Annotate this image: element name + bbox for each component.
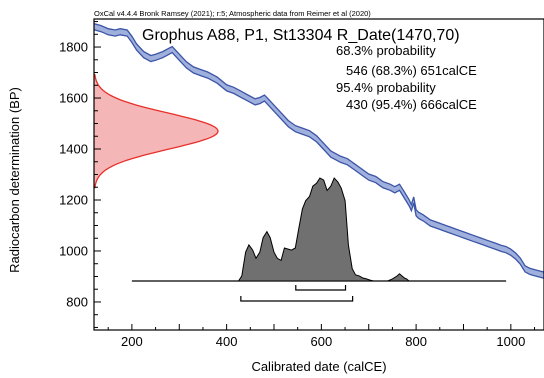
y-tick-label: 1400 (59, 142, 88, 157)
calibrated-distribution (131, 177, 507, 282)
calibration-curve (93, 22, 544, 279)
y-tick-label: 1800 (59, 40, 88, 55)
curve-upper-edge (93, 22, 544, 273)
y-tick-label: 800 (66, 294, 88, 309)
x-axis: 200 400 600 800 1000 (107, 324, 536, 349)
x-tick-label: 1000 (496, 334, 525, 349)
summary-line-1: 68.3% probability (336, 43, 436, 58)
calibrated-density (237, 177, 411, 282)
x-tick-label: 800 (405, 334, 427, 349)
curve-band (94, 23, 544, 279)
x-axis-label: Calibrated date (calCE) (251, 359, 386, 374)
y-axis-label: Radiocarbon determination (BP) (7, 87, 22, 273)
chart-title: Grophus A88, P1, St13304 R_Date(1470,70) (142, 27, 460, 44)
y-tick-label: 1600 (59, 91, 88, 106)
range-68-bracket (295, 285, 347, 291)
summary-line-3: 95.4% probability (336, 80, 436, 95)
x-tick-label: 200 (121, 334, 143, 349)
summary-line-4: 430 (95.4%) 666calCE (346, 97, 477, 112)
radiocarbon-distribution (94, 73, 219, 189)
bp-density-edge (94, 73, 219, 189)
software-credit: OxCal v4.4.4 Bronk Ramsey (2021); r:5; A… (94, 9, 371, 18)
x-tick-label: 600 (311, 334, 333, 349)
range-95-bracket (240, 296, 354, 302)
summary-line-2: 546 (68.3%) 651calCE (346, 63, 477, 78)
y-axis: 800 1000 1200 1400 1600 1800 (59, 21, 101, 328)
probability-ranges (240, 285, 354, 302)
curve-lower-edge (93, 29, 544, 279)
bp-density-fill (94, 74, 218, 189)
y-tick-label: 1200 (59, 192, 88, 207)
y-tick-label: 1000 (59, 243, 88, 258)
x-tick-label: 400 (216, 334, 238, 349)
